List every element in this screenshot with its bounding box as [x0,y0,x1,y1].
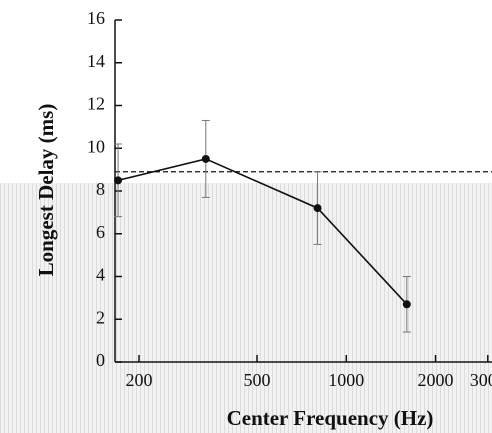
y-tick-label: 4 [96,265,105,285]
y-tick-label: 2 [96,307,105,327]
x-axis-label: Center Frequency (Hz) [227,406,434,430]
x-tick-label: 200 [125,370,152,390]
background-band [0,183,492,433]
y-tick-label: 14 [87,51,105,71]
y-tick-label: 16 [87,8,105,28]
y-tick-label: 12 [87,94,105,114]
y-tick-label: 10 [87,136,105,156]
data-point [114,176,123,185]
x-tick-label: 1000 [328,370,364,390]
data-point [201,154,210,163]
x-tick-label: 3000 [470,370,492,390]
data-point [313,204,322,213]
y-axis-label: Longest Delay (ms) [34,104,58,277]
x-tick-label: 2000 [418,370,454,390]
y-tick-label: 6 [96,222,105,242]
x-tick-label: 500 [244,370,271,390]
y-tick-label: 8 [96,179,105,199]
y-tick-label: 0 [96,350,105,370]
data-line [117,158,408,305]
data-point [402,300,411,309]
